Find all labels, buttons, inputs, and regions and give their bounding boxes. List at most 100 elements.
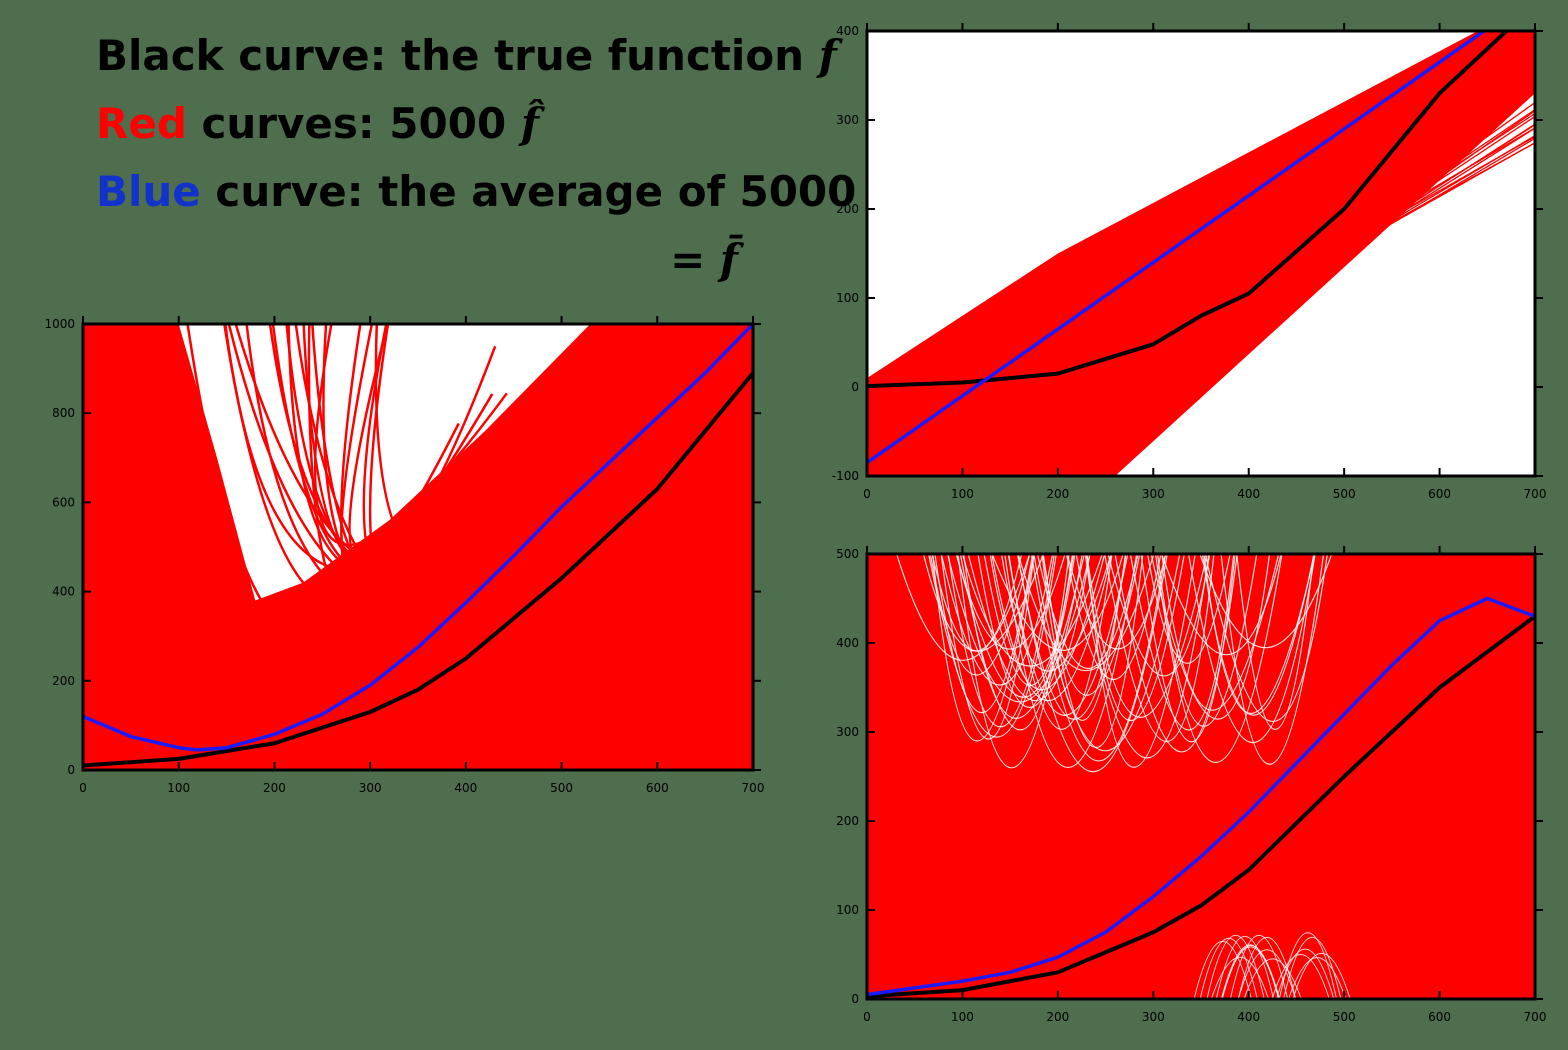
chart-degree3: 0 100 200 300 400 500 600 700 0 200 400 600 800 1000 [44, 316, 764, 795]
y-tick-label: 100 [836, 903, 859, 917]
fit-curve [1237, 936, 1297, 999]
fit-curve [1204, 554, 1328, 722]
legend-fhat-symbol: f̂ [520, 99, 539, 148]
fit-curve [1004, 554, 1138, 768]
y-tick-label: 0 [851, 992, 859, 1006]
fit-curve [1161, 554, 1280, 711]
plot-frame [865, 552, 1537, 1001]
fit-curve [1236, 554, 1315, 730]
y-tick-label: 800 [52, 406, 75, 420]
x-tick-label: 500 [1333, 1010, 1356, 1024]
fit-curve [368, 324, 541, 616]
x-tick-label: 300 [1142, 1010, 1165, 1024]
fit-curve [369, 646, 741, 770]
fit-curve [928, 554, 1057, 738]
fit-curve [1221, 945, 1280, 999]
y-tick-label: 500 [836, 547, 859, 561]
fit-curve [957, 554, 1074, 769]
x-tick-label: 500 [1333, 487, 1356, 501]
y-tick-label: 200 [52, 674, 75, 688]
fit-curve [1030, 554, 1166, 762]
fit-curve [224, 324, 563, 573]
x-tick-label: 400 [1237, 1010, 1260, 1024]
average-fit-line [867, 31, 1488, 465]
fit-curve [929, 554, 1031, 676]
fit-curve [369, 642, 687, 770]
fit-curve [369, 644, 715, 770]
fit-curve [1146, 554, 1231, 664]
true-function-line [867, 614, 1535, 999]
legend-black-line: Black curve: the true function f [96, 22, 837, 90]
fit-curve [1140, 554, 1236, 743]
fit-curve [940, 554, 1035, 740]
x-tick-label: 600 [1428, 1010, 1451, 1024]
y-tick-label: 300 [836, 725, 859, 739]
average-fit-line [83, 324, 753, 752]
y-tick-label: 600 [52, 495, 75, 509]
fit-curve [991, 554, 1113, 701]
fit-curve [1017, 554, 1168, 773]
true-function-line [867, 31, 1510, 389]
y-tick-label: 0 [851, 380, 859, 394]
plot-frame [865, 29, 1537, 478]
fit-curve [1041, 554, 1127, 722]
fit-curve [369, 614, 738, 770]
y-tick-label: 300 [836, 113, 859, 127]
fit-curve [1267, 102, 1535, 295]
fit-curve [1215, 935, 1274, 999]
fit-curve [374, 324, 619, 572]
fit-curve [1187, 554, 1316, 744]
fit-curve [369, 621, 680, 770]
x-tick-label: 500 [550, 781, 573, 795]
fit-curve [963, 554, 1085, 719]
x-tick-label: 200 [1046, 1010, 1069, 1024]
legend-blue-line: Blue curve: the average of 5000 f̂ [96, 158, 889, 226]
fit-curve [1237, 949, 1297, 999]
fit-curve [1199, 554, 1333, 649]
fit-curve [1201, 554, 1315, 716]
chart-degree9: 0 100 200 300 400 500 600 700 0 100 200 300 400 500 [836, 546, 1546, 1024]
fit-curve [369, 639, 697, 770]
x-tick-label: 100 [167, 781, 190, 795]
x-tick-label: 0 [863, 1010, 871, 1024]
fit-curve [1007, 554, 1129, 716]
fit-curve [1084, 554, 1185, 722]
x-tick-label: 200 [263, 781, 286, 795]
fit-curve [1017, 554, 1155, 672]
fit-curve [287, 324, 565, 573]
fit-curve [1229, 934, 1289, 999]
legend-f-symbol: f [818, 31, 837, 80]
fit-curve [339, 324, 491, 604]
legend-blue-word: Blue [96, 167, 201, 216]
fit-curve [234, 324, 586, 576]
fit-curve [956, 554, 1076, 698]
legend: Black curve: the true function f Red cur… [96, 22, 889, 294]
fit-curve [940, 554, 1054, 686]
fit-curve [1154, 554, 1283, 763]
fit-curve [922, 554, 1044, 652]
fit-curve [1267, 110, 1535, 299]
fit-curve [1267, 109, 1535, 291]
fit-curve [1066, 554, 1167, 650]
fit-curve [1199, 937, 1258, 999]
fit-curve [1008, 554, 1113, 730]
fit-curve [947, 554, 1055, 728]
x-tick-label: 700 [1524, 487, 1547, 501]
fit-curve [1161, 554, 1282, 656]
y-tick-label: 200 [836, 814, 859, 828]
fit-curve [307, 324, 471, 633]
chart-linear: 0 100 200 300 400 500 600 700 -100 0 100 200 300 400 [832, 23, 1547, 501]
y-tick-label: 1000 [44, 317, 75, 331]
true-function-line [83, 371, 753, 768]
legend-fbar-line: = f̄ [96, 226, 746, 294]
fit-curve [245, 324, 554, 611]
legend-fbar-symbol: f̄ [719, 235, 738, 284]
legend-red-word: Red [96, 99, 187, 148]
fit-curve [322, 324, 504, 591]
y-tick-label: 400 [836, 24, 859, 38]
x-tick-label: 300 [1142, 487, 1165, 501]
x-tick-label: 0 [79, 781, 87, 795]
fit-curve [1267, 135, 1535, 295]
fit-curve [983, 554, 1075, 686]
x-tick-label: 600 [1428, 487, 1451, 501]
